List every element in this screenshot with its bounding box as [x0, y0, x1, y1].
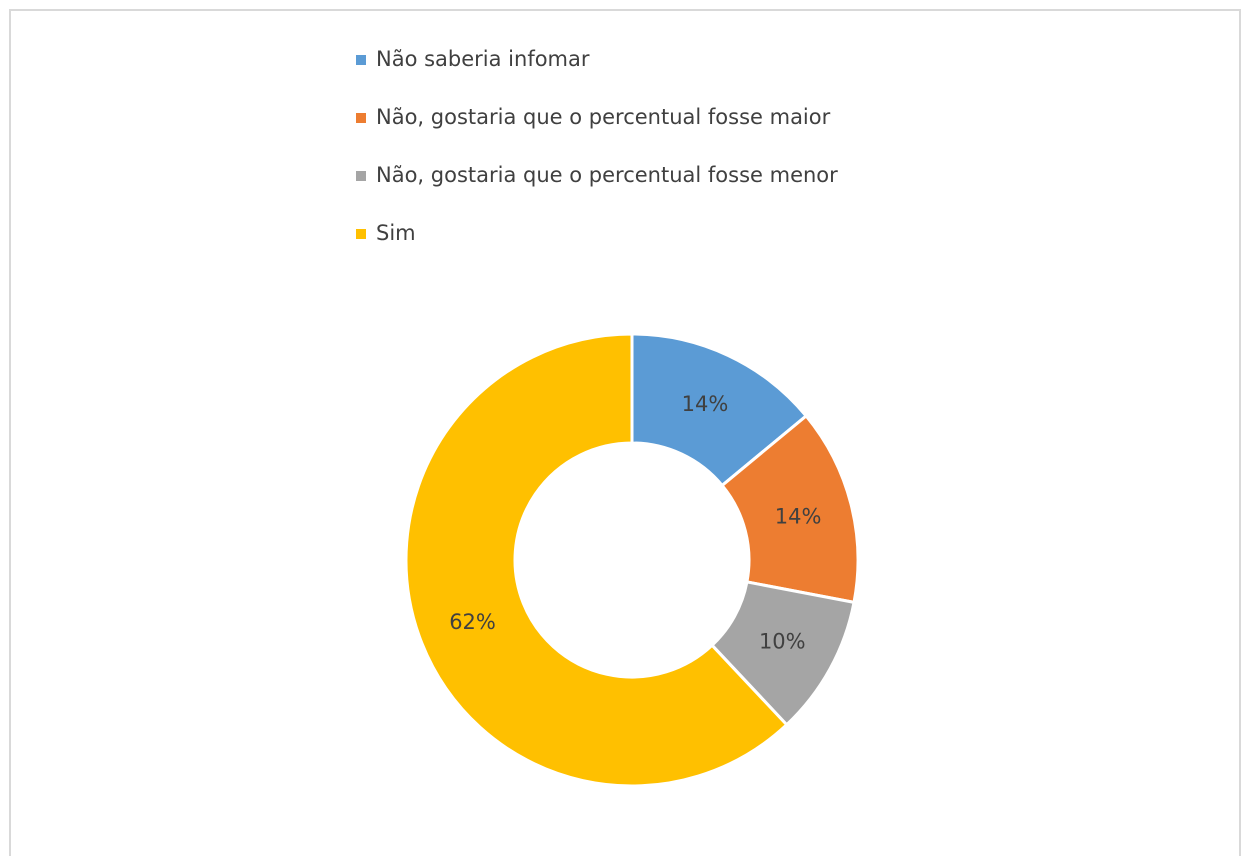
- data-label: 14%: [682, 392, 729, 416]
- legend-swatch: [356, 229, 366, 239]
- legend-swatch: [356, 171, 366, 181]
- data-label: 62%: [449, 610, 496, 634]
- legend-swatch: [356, 55, 366, 65]
- data-label: 14%: [775, 504, 822, 528]
- data-label: 10%: [759, 630, 806, 654]
- legend-label: Sim: [376, 221, 416, 245]
- legend-label: Não saberia infomar: [376, 47, 590, 71]
- legend-label: Não, gostaria que o percentual fosse men…: [376, 163, 838, 187]
- legend-swatch: [356, 113, 366, 123]
- legend-label: Não, gostaria que o percentual fosse mai…: [376, 105, 831, 129]
- slice: [404, 332, 789, 788]
